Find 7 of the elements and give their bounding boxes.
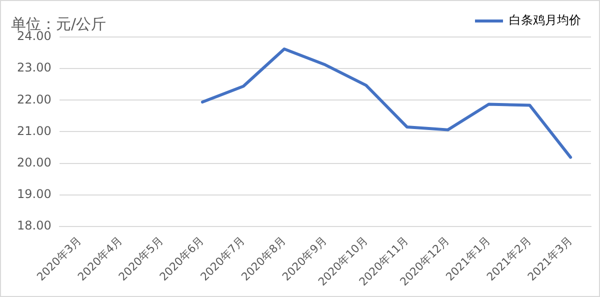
y-tick-label: 21.00 [16,124,52,138]
legend-label: 白条鸡月均价 [509,13,581,28]
y-tick-label: 20.00 [16,155,52,170]
y-tick-label: 22.00 [16,92,52,106]
y-tick-label: 23.00 [16,60,52,75]
y-tick-label: 18.00 [16,218,52,233]
y-tick-label: 19.00 [16,186,52,201]
